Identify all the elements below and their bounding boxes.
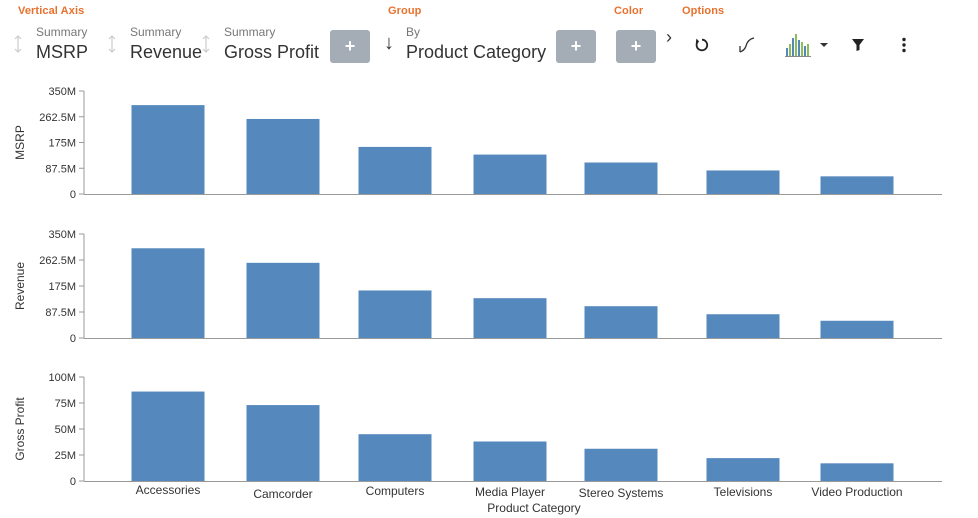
chevron-right-icon[interactable]: ›: [666, 26, 672, 47]
y-tick-label: 25M: [55, 450, 76, 462]
y-tick-label: 0: [70, 476, 76, 488]
bar: [473, 441, 547, 481]
bar: [473, 298, 547, 338]
revenue-field[interactable]: Summary Revenue: [108, 25, 204, 65]
chevron-down-icon: [820, 43, 828, 47]
y-tick-label: 350M: [48, 86, 76, 98]
curve-icon: [739, 37, 755, 53]
sort-descending-icon[interactable]: ↓: [384, 32, 394, 54]
bar: [820, 320, 894, 338]
sort-icon[interactable]: [14, 35, 22, 53]
bar: [246, 405, 320, 481]
y-axis-title: Gross Profit: [13, 397, 27, 461]
x-tick-label: Accessories: [136, 483, 201, 497]
msrp-field-sub: Summary: [36, 25, 88, 39]
y-tick-label: 87.5M: [45, 163, 76, 175]
msrp-field[interactable]: Summary MSRP: [14, 25, 104, 65]
group-section-label: Group: [388, 5, 422, 17]
group-field-label: Product Category: [406, 42, 547, 62]
gross-profit-field-sub: Summary: [224, 25, 276, 39]
y-tick-label: 100M: [48, 372, 76, 384]
plus-icon: +: [570, 36, 582, 56]
x-tick-label: Media Player: [475, 485, 545, 499]
y-tick-label: 50M: [55, 424, 76, 436]
y-tick-label: 0: [70, 189, 76, 201]
x-axis-title: Product Category: [487, 501, 580, 515]
bar: [473, 154, 547, 194]
x-tick-label: Computers: [366, 484, 425, 498]
filter-icon: [852, 39, 864, 51]
bar: [131, 248, 205, 338]
vertical-axis-section-label: Vertical Axis: [18, 5, 85, 17]
reset-button[interactable]: [690, 32, 714, 58]
add-group-button[interactable]: +: [556, 30, 596, 63]
bar: [131, 105, 205, 194]
chart-type-dropdown[interactable]: [782, 32, 832, 58]
reset-icon: [695, 38, 709, 52]
color-section-label: Color: [614, 5, 644, 17]
chart-type-icon: [785, 34, 811, 57]
y-axis-title: Revenue: [13, 262, 27, 310]
bar: [246, 262, 320, 338]
y-tick-label: 0: [70, 333, 76, 345]
y-tick-label: 87.5M: [45, 307, 76, 319]
gross-profit-field-label: Gross Profit: [224, 42, 320, 62]
bar: [584, 306, 658, 338]
filter-button[interactable]: [848, 32, 868, 58]
x-tick-label: Video Production: [811, 485, 902, 499]
bar: [358, 290, 432, 338]
add-vertical-axis-button[interactable]: +: [330, 30, 370, 63]
more-vertical-icon: [902, 37, 906, 53]
bar: [584, 448, 658, 481]
msrp-field-label: MSRP: [36, 42, 89, 62]
y-axis-title: MSRP: [13, 125, 27, 160]
bar: [706, 458, 780, 481]
revenue-field-sub: Summary: [130, 25, 182, 39]
bar: [246, 118, 320, 194]
bar: [820, 176, 894, 194]
bar: [358, 434, 432, 481]
bar: [820, 463, 894, 481]
x-tick-label: Stereo Systems: [579, 486, 664, 500]
options-section-label: Options: [682, 5, 725, 17]
more-options-button[interactable]: [894, 32, 914, 58]
x-tick-label: Camcorder: [253, 487, 312, 501]
y-tick-label: 262.5M: [39, 112, 76, 124]
y-tick-label: 350M: [48, 229, 76, 241]
bar: [706, 170, 780, 194]
sort-icon[interactable]: [108, 35, 116, 53]
curve-button[interactable]: [734, 32, 760, 58]
plus-icon: +: [630, 36, 642, 56]
sort-icon[interactable]: [202, 35, 210, 53]
bar: [706, 314, 780, 338]
revenue-field-label: Revenue: [130, 42, 203, 62]
plus-icon: +: [344, 36, 356, 56]
gross-profit-field[interactable]: Summary Gross Profit: [202, 25, 326, 65]
group-field[interactable]: ↓ By Product Category: [382, 25, 552, 65]
bar: [131, 391, 205, 481]
y-tick-label: 262.5M: [39, 255, 76, 267]
x-tick-label: Televisions: [714, 485, 773, 499]
y-tick-label: 75M: [55, 398, 76, 410]
bar: [358, 146, 432, 194]
bar: [584, 162, 658, 194]
group-field-sub: By: [406, 25, 421, 39]
y-tick-label: 175M: [48, 281, 76, 293]
add-color-button[interactable]: +: [616, 30, 656, 63]
y-tick-label: 175M: [48, 138, 76, 150]
